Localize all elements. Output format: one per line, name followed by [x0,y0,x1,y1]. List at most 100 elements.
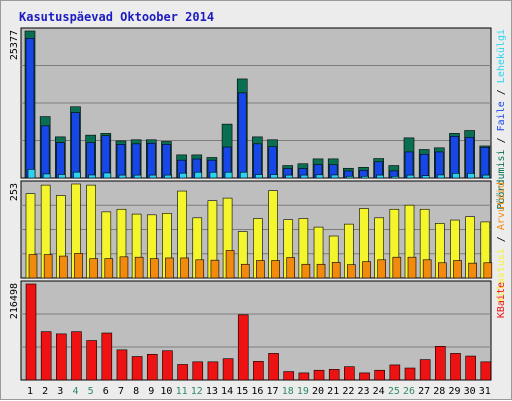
bar-kbytes [268,353,279,381]
day-label: 27 [418,386,430,397]
bar-sites [422,259,432,279]
day-label: 21 [327,386,339,397]
bar-sites [180,257,189,279]
bar-pages [300,174,309,179]
legend: Külastusi / Arvuteid [496,182,507,302]
bar-kbytes [146,353,158,381]
day-label: 24 [373,386,385,397]
bar-kbytes [207,361,219,381]
bar-kbytes [283,371,295,381]
bar-files [465,137,474,179]
bar-pages [346,175,354,179]
bar-files [450,135,459,179]
bar-kbytes [192,361,204,381]
legend-entry: Lehekülgi [496,29,507,83]
legend: Pöördumisi / Faile / Lehekülgi [496,29,507,210]
day-label: 30 [464,386,476,397]
bar-sites [89,258,98,279]
bar-kbytes [389,364,401,381]
bar-sites [149,258,159,279]
bar-pages [437,174,445,179]
day-label: 8 [133,386,139,397]
bar-pages [58,174,66,179]
bar-sites [119,256,129,279]
day-label: 31 [479,386,491,397]
bar-sites [256,260,265,279]
bar-kbytes [450,353,461,381]
chart-title: Kasutuspäevad Oktoober 2014 [19,10,214,24]
bar-kbytes [25,283,37,381]
bar-kbytes [237,314,249,381]
bar-sites [331,262,341,279]
bar-kbytes [177,364,188,381]
day-label: 16 [251,386,263,397]
bar-files [237,92,247,179]
bar-kbytes [56,333,67,381]
legend-entry: Arvuteid [496,182,507,230]
bar-kbytes [465,355,476,381]
bar-kbytes [298,372,310,381]
bar-pages [255,174,263,179]
bar-sites [438,262,447,279]
bar-kbytes [131,356,143,381]
bar-files [56,142,65,179]
bar-pages [209,171,218,179]
bar-pages [406,174,415,179]
day-label: 2 [42,386,48,397]
bar-kbytes [313,369,325,381]
y-axis-max-label: 216498 [9,283,20,319]
bar-kbytes [328,369,340,381]
bar-pages [315,174,324,179]
legend-entry: KBaite [496,282,507,318]
legend-entry: Külastusi [496,248,507,302]
bar-sites [74,253,83,279]
bar-kbytes [480,361,492,381]
bar-files [40,125,50,179]
day-label: 10 [160,386,172,397]
day-label: 3 [57,386,63,397]
bar-sites [134,256,144,279]
bar-files [86,142,95,179]
panel-kbytes [20,280,492,381]
bar-pages [179,172,187,179]
y-axis-max-label: 25377 [9,30,20,60]
bar-files [435,151,444,179]
legend: KBaite [496,282,507,318]
bar-sites [210,259,220,279]
day-label: 23 [357,386,369,397]
day-label: 15 [236,386,248,397]
bar-sites [59,255,68,279]
day-label: 7 [118,386,124,397]
bar-pages [270,174,278,179]
bar-sites [240,263,250,279]
bar-kbytes [435,345,446,381]
day-label: 5 [88,386,94,397]
bar-sites [392,256,402,279]
bar-sites [195,259,205,279]
bar-sites [407,256,417,279]
bar-sites [483,262,493,279]
bar-pages [73,171,81,179]
bar-pages [452,173,460,179]
day-label: 6 [103,386,109,397]
bar-pages [148,174,157,179]
bar-files [268,146,277,179]
day-label: 9 [148,386,154,397]
day-label: 26 [403,386,415,397]
bar-files [25,38,35,179]
bar-sites [301,263,311,279]
bar-files [146,142,156,179]
day-label: 13 [206,386,218,397]
bar-kbytes [86,340,97,381]
bar-sites [347,264,356,279]
bar-files [419,153,429,179]
day-label: 11 [176,386,188,397]
day-label: 4 [72,386,78,397]
bar-pages [361,175,369,179]
bar-pages [103,172,112,179]
bar-sites [271,260,280,279]
day-label: 29 [448,386,460,397]
day-label: 20 [312,386,324,397]
bar-sites [362,261,371,279]
